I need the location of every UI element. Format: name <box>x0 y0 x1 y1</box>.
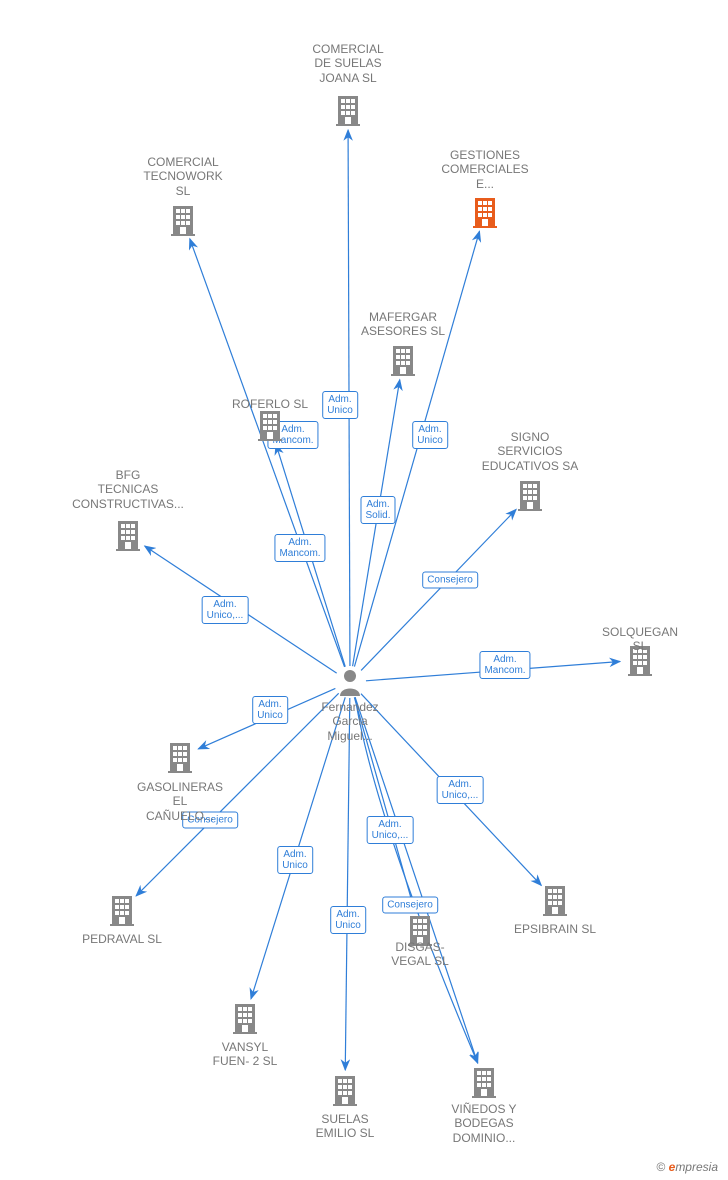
edge-label: Adm. Unico <box>322 391 358 419</box>
building-icon <box>108 894 136 926</box>
building-icon <box>471 196 499 228</box>
edge-label: Consejero <box>382 897 438 914</box>
node-label: COMERCIAL TECNOWORK SL <box>143 155 222 198</box>
node-label: VANSYL FUEN- 2 SL <box>213 1040 278 1069</box>
node-label: PEDRAVAL SL <box>82 932 162 946</box>
edge-label: Adm. Mancom. <box>479 651 530 679</box>
edge-label: Adm. Unico <box>330 906 366 934</box>
copyright-label: © empresia <box>656 1160 718 1174</box>
building-icon <box>516 479 544 511</box>
node-label: BFG TECNICAS CONSTRUCTIVAS... <box>72 468 184 511</box>
building-icon <box>331 1074 359 1106</box>
node-label: ROFERLO SL <box>232 397 308 411</box>
building-icon <box>256 409 284 441</box>
edge-label: Adm. Unico <box>412 421 448 449</box>
center-node-label: Fernandez Garcia Miguel... <box>321 700 378 743</box>
node-label: SOLQUEGAN SL <box>596 625 684 654</box>
node-label: COMERCIAL DE SUELAS JOANA SL <box>312 42 383 85</box>
person-icon <box>338 668 362 696</box>
building-icon <box>389 344 417 376</box>
edge-label: Adm. Unico,... <box>437 776 484 804</box>
node-label: DISGAS- VEGAL SL <box>391 940 449 969</box>
building-icon <box>541 884 569 916</box>
edge-label: Adm. Mancom. <box>274 534 325 562</box>
edge-label: Adm. Unico,... <box>367 816 414 844</box>
network-svg <box>0 0 728 1180</box>
edge-label: Adm. Unico <box>277 846 313 874</box>
node-label: GESTIONES COMERCIALES E... <box>441 148 528 191</box>
node-label: MAFERGAR ASESORES SL <box>361 310 445 339</box>
building-icon <box>114 519 142 551</box>
building-icon <box>169 204 197 236</box>
building-icon <box>166 741 194 773</box>
building-icon <box>470 1066 498 1098</box>
node-label: SUELAS EMILIO SL <box>316 1112 375 1141</box>
building-icon <box>231 1002 259 1034</box>
node-label: GASOLINERAS EL CAÑUELO... <box>137 780 223 823</box>
edge-label: Adm. Unico,... <box>202 596 249 624</box>
building-icon <box>334 94 362 126</box>
node-label: SIGNO SERVICIOS EDUCATIVOS SA <box>482 430 578 473</box>
node-label: VIÑEDOS Y BODEGAS DOMINIO... <box>451 1102 516 1145</box>
edge-label: Adm. Unico <box>252 696 288 724</box>
node-label: EPSIBRAIN SL <box>514 922 596 936</box>
edge-label: Adm. Solid. <box>360 496 395 524</box>
edge-label: Consejero <box>422 572 478 589</box>
